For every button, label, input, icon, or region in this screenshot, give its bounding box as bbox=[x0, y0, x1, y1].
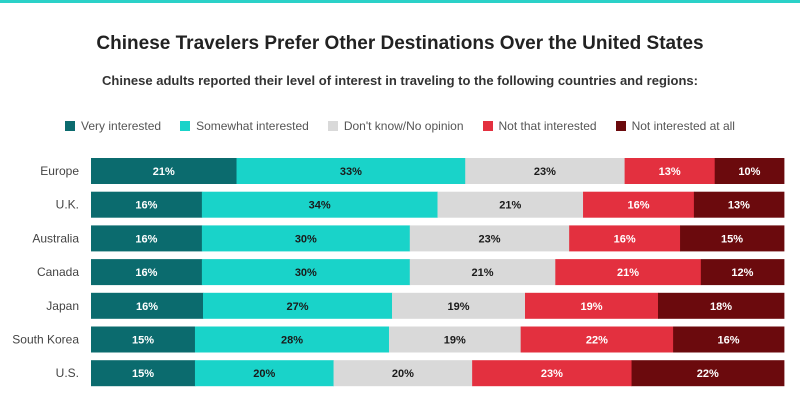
legend-swatch bbox=[482, 121, 493, 131]
category-label: Japan bbox=[46, 299, 79, 313]
bar-segment bbox=[91, 158, 237, 184]
bar-segment bbox=[194, 326, 390, 353]
legend-label: Don't know/No opinion bbox=[343, 119, 464, 133]
bar-segment bbox=[680, 225, 785, 252]
bar-segment bbox=[693, 191, 785, 218]
bar-segment bbox=[194, 360, 334, 387]
legend-item-somewhat-interested: Somewhat interested bbox=[180, 119, 309, 133]
data-label: 13% bbox=[659, 166, 681, 178]
bar-segment bbox=[91, 259, 203, 286]
data-label: 19% bbox=[444, 335, 466, 347]
legend-item-very-interested: Very interested bbox=[65, 119, 161, 133]
bar-segment bbox=[624, 158, 716, 184]
data-label: 23% bbox=[478, 233, 500, 245]
legend-item-dont-know: Don't know/No opinion bbox=[327, 119, 464, 133]
legend: Very interested Somewhat interested Don'… bbox=[0, 119, 800, 133]
data-label: 15% bbox=[132, 368, 154, 380]
bar-segment bbox=[700, 259, 785, 286]
data-label: 16% bbox=[614, 233, 636, 245]
data-label: 20% bbox=[392, 368, 414, 380]
legend-label: Not that interested bbox=[498, 119, 597, 133]
chart-title: Chinese Travelers Prefer Other Destinati… bbox=[96, 33, 704, 54]
bar-segment bbox=[91, 225, 203, 252]
top-accent-rule bbox=[0, 0, 800, 3]
category-label: South Korea bbox=[12, 333, 79, 347]
data-label: 18% bbox=[710, 301, 732, 313]
data-label: 16% bbox=[136, 301, 158, 313]
bar-segment bbox=[409, 259, 556, 286]
bar-segment bbox=[658, 292, 785, 319]
bar-segment bbox=[388, 326, 522, 353]
data-label: 16% bbox=[135, 267, 157, 279]
legend-swatch bbox=[65, 121, 76, 131]
legend-item-not-that-interested: Not that interested bbox=[482, 119, 597, 133]
bar-segment bbox=[465, 158, 626, 184]
bar-segment bbox=[201, 225, 411, 252]
data-label: 15% bbox=[132, 335, 154, 347]
data-label: 21% bbox=[472, 267, 494, 279]
bar-segment bbox=[333, 360, 473, 387]
data-label: 22% bbox=[697, 368, 719, 380]
data-label: 23% bbox=[541, 368, 563, 380]
bar-segment bbox=[673, 326, 785, 353]
legend-item-not-interested-at-all: Not interested at all bbox=[615, 119, 735, 133]
bar-segment bbox=[91, 292, 204, 319]
data-label: 20% bbox=[253, 368, 275, 380]
legend-swatch bbox=[180, 121, 191, 131]
bar-segment bbox=[392, 292, 526, 319]
data-label: 12% bbox=[731, 267, 753, 279]
bar-segment bbox=[472, 360, 632, 387]
bar-segment bbox=[201, 259, 411, 286]
category-label: Europe bbox=[40, 164, 79, 178]
bar-segment bbox=[437, 191, 584, 218]
legend-label: Somewhat interested bbox=[196, 119, 309, 133]
bar-segment bbox=[583, 191, 695, 218]
data-label: 21% bbox=[499, 200, 521, 212]
data-label: 15% bbox=[721, 233, 743, 245]
bar-segment bbox=[91, 360, 196, 387]
data-label: 10% bbox=[738, 166, 760, 178]
data-label: 22% bbox=[586, 335, 608, 347]
data-label: 27% bbox=[286, 301, 308, 313]
bar-segment bbox=[631, 360, 785, 387]
category-label: U.S. bbox=[56, 366, 79, 380]
category-label: Australia bbox=[32, 231, 79, 245]
data-label: 16% bbox=[135, 200, 157, 212]
data-label: 21% bbox=[153, 166, 175, 178]
data-label: 16% bbox=[135, 233, 157, 245]
data-label: 13% bbox=[728, 200, 750, 212]
category-label: Canada bbox=[37, 265, 79, 279]
data-label: 21% bbox=[617, 267, 639, 279]
bar-segment bbox=[714, 158, 785, 184]
data-label: 23% bbox=[534, 166, 556, 178]
legend-label: Not interested at all bbox=[631, 119, 735, 133]
legend-label: Very interested bbox=[81, 119, 162, 133]
data-label: 34% bbox=[309, 200, 331, 212]
bar-segment bbox=[555, 259, 702, 286]
data-label: 28% bbox=[281, 335, 303, 347]
data-label: 33% bbox=[340, 166, 362, 178]
bar-segment bbox=[201, 191, 438, 218]
bar-segment bbox=[525, 292, 659, 319]
data-label: 30% bbox=[295, 233, 317, 245]
data-label: 16% bbox=[718, 335, 740, 347]
bar-segment bbox=[520, 326, 674, 353]
data-label: 16% bbox=[627, 200, 649, 212]
category-label: U.K. bbox=[56, 198, 79, 212]
bar-segment bbox=[409, 225, 570, 252]
bar-segment bbox=[203, 292, 393, 319]
data-label: 19% bbox=[580, 301, 602, 313]
bar-segment bbox=[91, 326, 196, 353]
legend-swatch bbox=[615, 121, 626, 131]
legend-swatch bbox=[327, 121, 338, 131]
chart-subtitle: Chinese adults reported their level of i… bbox=[102, 73, 698, 88]
bar-segment bbox=[569, 225, 681, 252]
bar-segment bbox=[236, 158, 466, 184]
data-label: 30% bbox=[295, 267, 317, 279]
bar-segment bbox=[91, 191, 203, 218]
data-label: 19% bbox=[447, 301, 469, 313]
